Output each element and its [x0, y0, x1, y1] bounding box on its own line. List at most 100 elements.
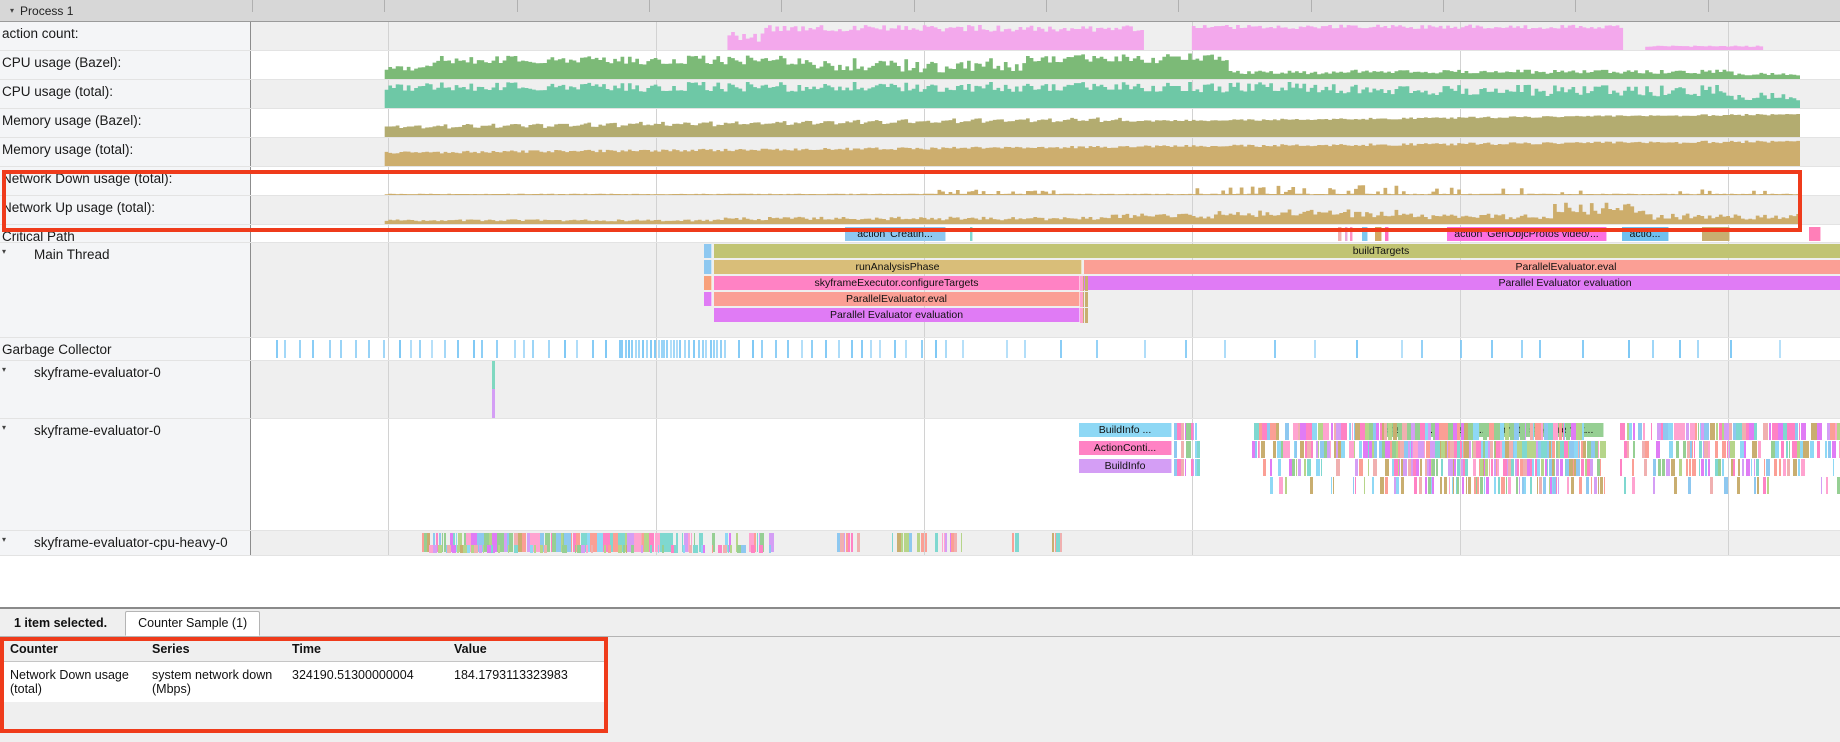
main-thread-block[interactable]: Parallel Evaluator evaluation: [714, 308, 1080, 322]
track-canvas-cpu-usage-bazel[interactable]: [252, 51, 1840, 79]
track-canvas-skyframe-evaluator-0-b[interactable]: BuildInfo ...ActionConti...BuildInfostag…: [252, 419, 1840, 530]
column-header-series[interactable]: Series: [142, 637, 282, 662]
critical-path-block[interactable]: [1350, 227, 1353, 241]
track-label-main-thread[interactable]: ▾ Main Thread: [0, 243, 251, 337]
track-canvas-memory-usage-total[interactable]: [252, 138, 1840, 166]
track-canvas-memory-usage-bazel[interactable]: [252, 109, 1840, 137]
counter-graph-cpu-usage-bazel[interactable]: [252, 51, 1800, 79]
track-network-down-usage-total[interactable]: Network Down usage (total):: [0, 167, 1840, 196]
flame-sliver: [649, 533, 655, 552]
track-canvas-cpu-usage-total[interactable]: [252, 80, 1840, 108]
timeline-tracks[interactable]: action count: CPU usage (Bazel): CPU usage…: [0, 22, 1840, 607]
cell-series: system network down (Mbps): [142, 661, 282, 702]
critical-path-block[interactable]: [1385, 227, 1389, 241]
main-thread-block[interactable]: [704, 260, 712, 274]
main-thread-block[interactable]: [704, 244, 712, 258]
gc-tick: [1313, 340, 1316, 358]
flame-sliver: [1509, 423, 1515, 440]
chevron-down-icon[interactable]: ▾: [2, 535, 7, 544]
gridline: [388, 109, 389, 137]
flame-sliver: [1423, 441, 1426, 458]
chevron-down-icon[interactable]: ▾: [2, 247, 7, 256]
column-header-time[interactable]: Time: [282, 637, 444, 662]
counter-graph-action-count[interactable]: [252, 22, 1800, 50]
counter-graph-cpu-usage-total[interactable]: [252, 80, 1800, 108]
tab-counter-sample[interactable]: Counter Sample (1): [125, 611, 261, 636]
flame-sliver: [1403, 459, 1408, 476]
table-row[interactable]: Network Down usage (total) system networ…: [0, 661, 608, 702]
critical-path-block[interactable]: action 'Creatin...: [845, 227, 946, 241]
critical-path-block[interactable]: [970, 227, 973, 241]
critical-path-block[interactable]: [1338, 227, 1342, 241]
main-thread-block[interactable]: skyframeExecutor.configureTargets: [714, 276, 1080, 290]
main-thread-block[interactable]: [704, 292, 712, 306]
track-label-network-down-usage-total[interactable]: Network Down usage (total):: [0, 167, 251, 195]
track-main-thread[interactable]: ▾ Main Thread buildTargets runAnalysisPhase…: [0, 243, 1840, 338]
track-label-skyframe-evaluator-0-b[interactable]: ▾ skyframe-evaluator-0: [0, 419, 251, 530]
track-label-memory-usage-total[interactable]: Memory usage (total):: [0, 138, 251, 166]
track-skyframe-evaluator-cpu-heavy-0[interactable]: ▾ skyframe-evaluator-cpu-heavy-0: [0, 531, 1840, 556]
main-thread-block[interactable]: ParallelEvaluator.eval: [714, 292, 1080, 306]
track-canvas-network-up-usage-total[interactable]: [252, 196, 1840, 224]
flame-sliver: [700, 545, 703, 553]
track-canvas-critical-path[interactable]: action 'Creatin... action 'GenObjcProtos …: [252, 225, 1840, 242]
counter-graph-network-down-usage-total[interactable]: [252, 167, 1800, 195]
counter-graph-memory-usage-bazel[interactable]: [252, 109, 1800, 137]
track-canvas-main-thread[interactable]: buildTargets runAnalysisPhase ParallelEval…: [252, 243, 1840, 337]
track-label-skyframe-evaluator-cpu-heavy-0[interactable]: ▾ skyframe-evaluator-cpu-heavy-0: [0, 531, 251, 555]
track-memory-usage-total[interactable]: Memory usage (total):: [0, 138, 1840, 167]
track-label-garbage-collector[interactable]: Garbage Collector: [0, 338, 251, 360]
track-memory-usage-bazel[interactable]: Memory usage (Bazel):: [0, 109, 1840, 138]
counter-graph-memory-usage-total[interactable]: [252, 138, 1800, 166]
skyframe-block[interactable]: BuildInfo: [1079, 459, 1172, 473]
column-header-counter[interactable]: Counter: [0, 637, 142, 662]
track-canvas-skyframe-evaluator-0-a[interactable]: [252, 361, 1840, 418]
flame-sliver: [1292, 459, 1295, 476]
track-label-network-up-usage-total[interactable]: Network Up usage (total):: [0, 196, 251, 224]
main-thread-block[interactable]: [704, 276, 712, 290]
main-thread-block[interactable]: ParallelEvaluator.eval: [1084, 260, 1840, 274]
column-header-value[interactable]: Value: [444, 637, 608, 662]
track-label-action-count[interactable]: action count:: [0, 22, 251, 50]
track-garbage-collector[interactable]: Garbage Collector: [0, 338, 1840, 361]
skyframe-block[interactable]: BuildInfo ...: [1079, 423, 1172, 437]
flame-sliver[interactable]: [492, 389, 495, 418]
track-cpu-usage-total[interactable]: CPU usage (total):: [0, 80, 1840, 109]
critical-path-block[interactable]: [1362, 227, 1368, 241]
track-action-count[interactable]: action count:: [0, 22, 1840, 51]
gc-tick: [591, 340, 594, 358]
track-label-cpu-usage-bazel[interactable]: CPU usage (Bazel):: [0, 51, 251, 79]
track-label-critical-path[interactable]: Critical Path: [0, 225, 251, 244]
process-header[interactable]: ▾ Process 1: [0, 0, 1840, 22]
chevron-down-icon[interactable]: ▾: [10, 5, 15, 15]
counter-graph-network-up-usage-total[interactable]: [252, 196, 1800, 224]
track-skyframe-evaluator-0-b[interactable]: ▾ skyframe-evaluator-0 BuildInfo ... Action…: [0, 419, 1840, 531]
chevron-down-icon[interactable]: ▾: [2, 365, 7, 374]
track-canvas-action-count[interactable]: [252, 22, 1840, 50]
chevron-down-icon[interactable]: ▾: [2, 423, 7, 432]
track-label-skyframe-evaluator-0-a[interactable]: ▾ skyframe-evaluator-0: [0, 361, 251, 418]
track-canvas-network-down-usage-total[interactable]: [252, 167, 1840, 195]
track-label-cpu-usage-total[interactable]: CPU usage (total):: [0, 80, 251, 108]
flame-sliver: [856, 533, 860, 552]
track-label-memory-usage-bazel[interactable]: Memory usage (Bazel):: [0, 109, 251, 137]
critical-path-block[interactable]: [1375, 227, 1382, 241]
critical-path-block[interactable]: [1702, 227, 1730, 241]
track-critical-path[interactable]: Critical Path action 'Creatin... action 'G…: [0, 225, 1840, 244]
skyframe-block[interactable]: ActionConti...: [1079, 441, 1172, 455]
critical-path-block[interactable]: [1809, 227, 1821, 241]
flame-sliver: [1367, 441, 1369, 458]
main-thread-block[interactable]: runAnalysisPhase: [714, 260, 1082, 274]
gridline: [656, 22, 657, 50]
flame-sliver: [1693, 441, 1695, 458]
main-thread-block[interactable]: buildTargets: [714, 244, 1840, 258]
track-network-up-usage-total[interactable]: Network Up usage (total):: [0, 196, 1840, 225]
track-cpu-usage-bazel[interactable]: CPU usage (Bazel):: [0, 51, 1840, 80]
track-canvas-garbage-collector[interactable]: [252, 338, 1840, 360]
track-canvas-skyframe-evaluator-cpu-heavy-0[interactable]: [252, 531, 1840, 555]
main-thread-block[interactable]: Parallel Evaluator evaluation: [1082, 276, 1840, 290]
critical-path-block[interactable]: [1345, 227, 1348, 241]
track-skyframe-evaluator-0-a[interactable]: ▾ skyframe-evaluator-0: [0, 361, 1840, 419]
critical-path-block[interactable]: action 'GenObjcProtos video/...: [1447, 227, 1607, 241]
critical-path-block[interactable]: actio...: [1622, 227, 1669, 241]
